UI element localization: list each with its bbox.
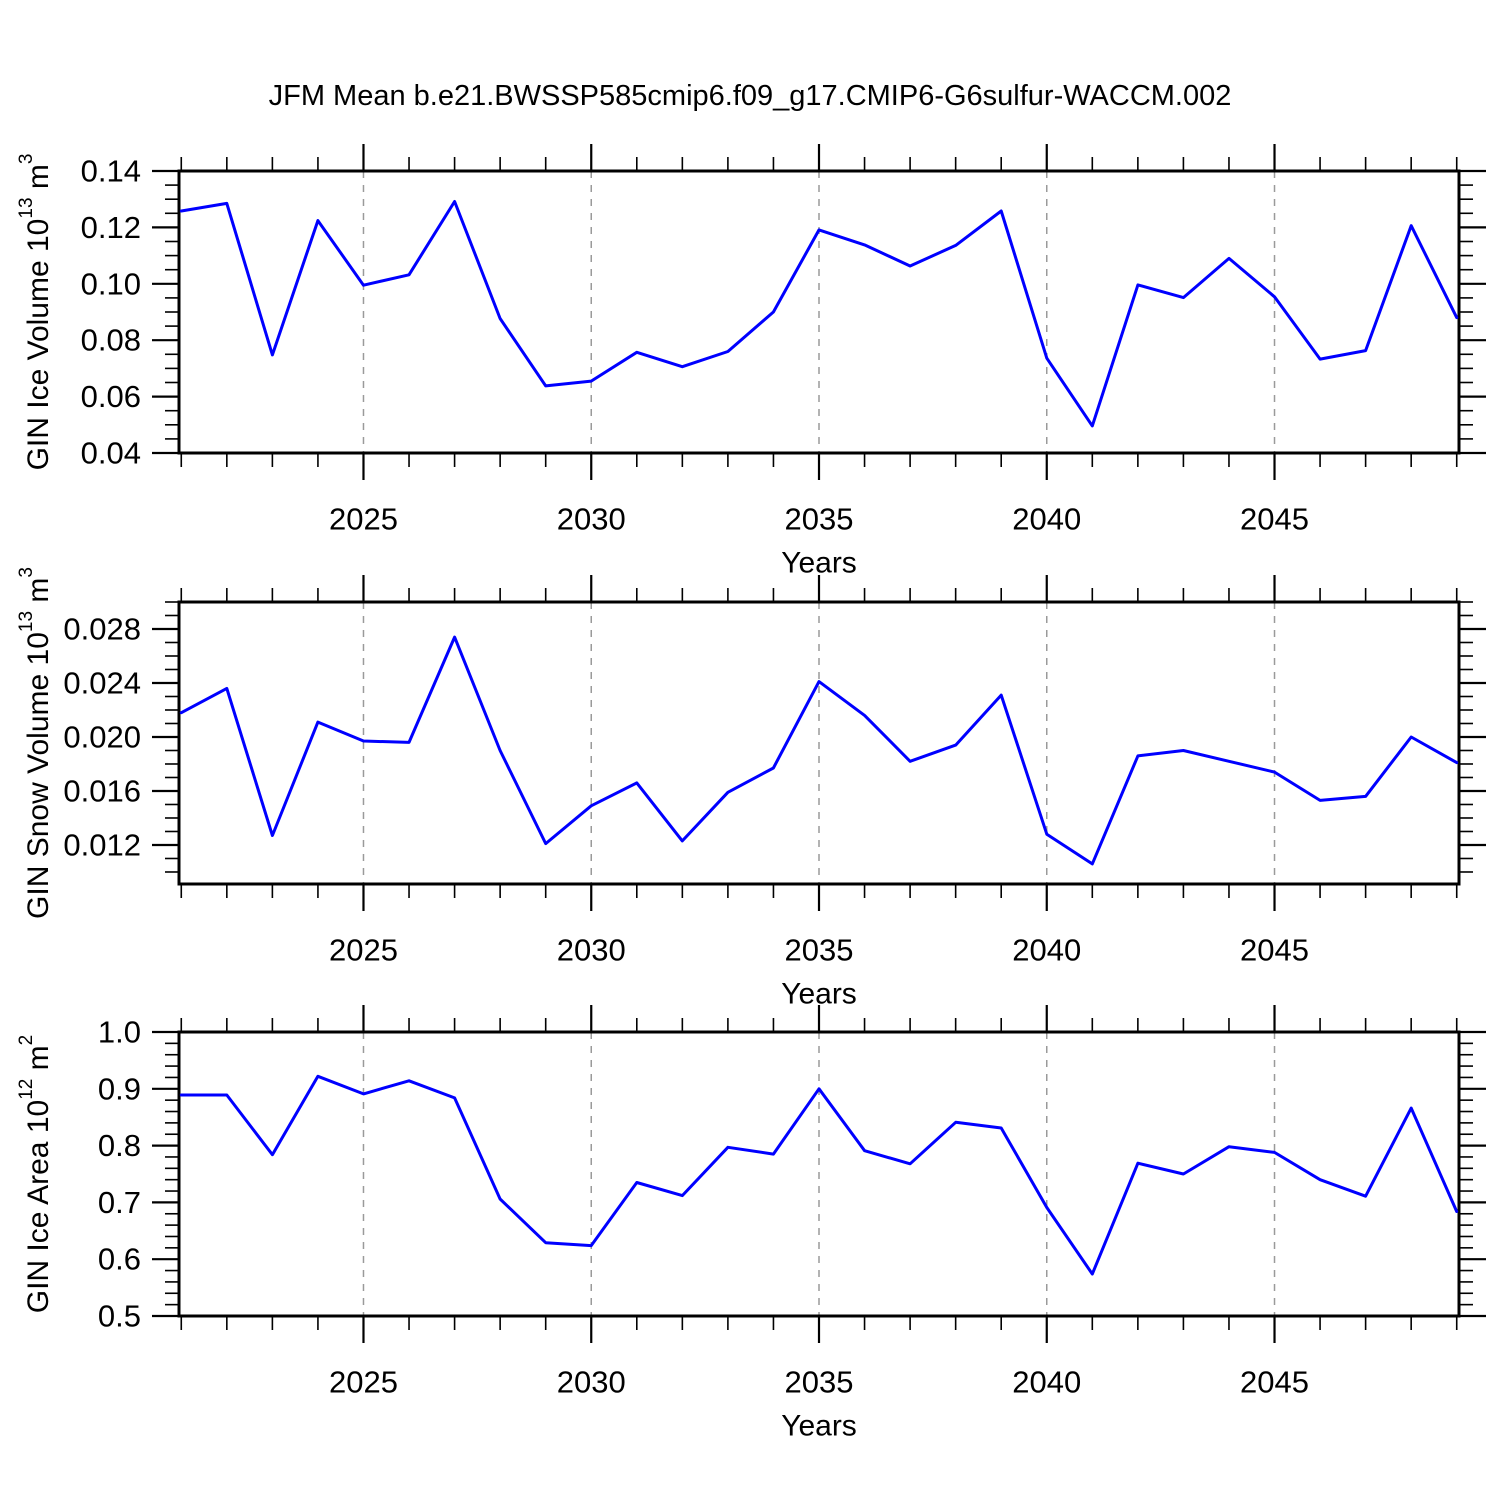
x-tick-label: 2045: [1240, 1365, 1309, 1400]
y-tick-label: 0.9: [98, 1071, 141, 1106]
x-tick-label: 2040: [1012, 502, 1081, 537]
chart-title: JFM Mean b.e21.BWSSP585cmip6.f09_g17.CMI…: [268, 80, 1232, 112]
x-tick-label: 2035: [785, 502, 854, 537]
y-tick-label: 0.04: [81, 436, 141, 471]
y-tick-label: 0.14: [81, 154, 141, 189]
y-tick-label: 0.020: [63, 719, 141, 754]
y-tick-label: 0.7: [98, 1185, 141, 1220]
x-tick-label: 2040: [1012, 1365, 1081, 1400]
x-axis-label: Years: [781, 547, 857, 580]
y-tick-label: 0.5: [98, 1299, 141, 1334]
x-tick-label: 2025: [329, 933, 398, 968]
y-tick-label: 0.016: [63, 773, 141, 808]
y-tick-label: 0.12: [81, 210, 141, 245]
y-axis-label: GIN Snow Volume 1013 m3: [16, 567, 55, 919]
x-tick-label: 2030: [557, 1365, 626, 1400]
y-axis-label: GIN Ice Area 1012 m2: [16, 1035, 55, 1314]
y-tick-label: 0.6: [98, 1242, 141, 1277]
x-tick-label: 2030: [557, 502, 626, 537]
x-tick-label: 2045: [1240, 933, 1309, 968]
y-tick-label: 0.028: [63, 611, 141, 646]
x-tick-label: 2040: [1012, 933, 1081, 968]
x-tick-label: 2025: [329, 1365, 398, 1400]
x-tick-label: 2030: [557, 933, 626, 968]
y-tick-label: 0.8: [98, 1128, 141, 1163]
y-tick-label: 0.024: [63, 665, 141, 700]
y-tick-label: 0.08: [81, 323, 141, 358]
data-line-gin-ice-area: [179, 1074, 1459, 1276]
x-axis-label: Years: [781, 1410, 857, 1443]
y-tick-label: 1.0: [98, 1015, 141, 1050]
y-tick-label: 0.10: [81, 266, 141, 301]
x-tick-label: 2035: [785, 933, 854, 968]
y-axis-label: GIN Ice Volume 1013 m3: [16, 154, 55, 471]
y-tick-label: 0.06: [81, 379, 141, 414]
data-line-gin-snow-volume: [179, 635, 1459, 866]
x-tick-label: 2035: [785, 1365, 854, 1400]
data-line-gin-ice-volume: [179, 200, 1459, 428]
y-tick-label: 0.012: [63, 827, 141, 862]
x-tick-label: 2025: [329, 502, 398, 537]
x-tick-label: 2045: [1240, 502, 1309, 537]
